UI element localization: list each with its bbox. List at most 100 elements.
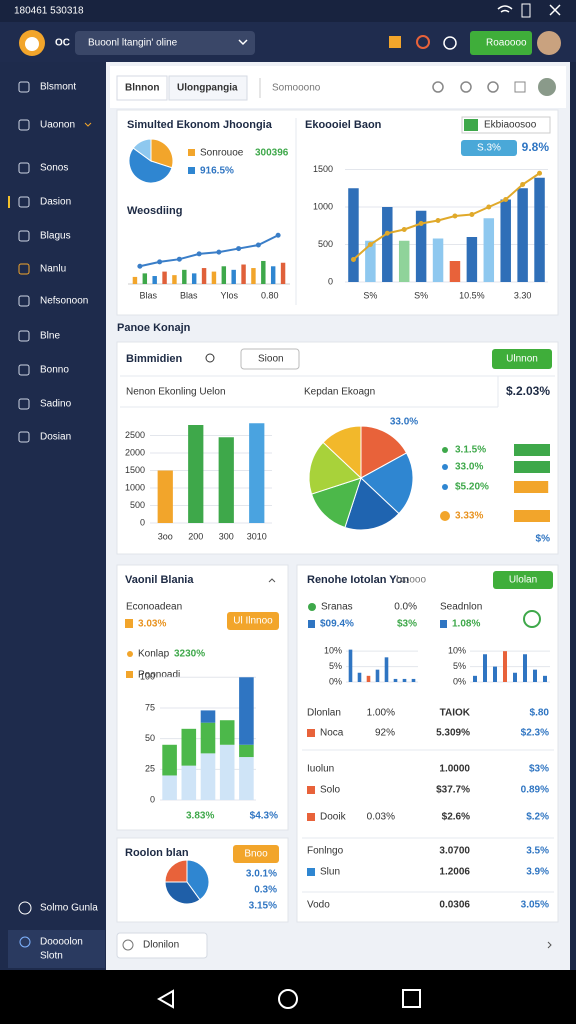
value: 1.08% (452, 619, 480, 630)
marker (126, 671, 133, 678)
search[interactable]: Somooono (272, 83, 321, 94)
bar (241, 264, 246, 284)
bar (503, 651, 507, 682)
nav-item[interactable]: Blne (40, 331, 60, 342)
value: 3.0.1% (246, 869, 277, 880)
bar (172, 275, 177, 284)
sidebar-footer[interactable]: Solmo Gunla (40, 903, 98, 914)
point (236, 246, 242, 252)
button[interactable] (233, 845, 279, 863)
account[interactable] (8, 930, 105, 968)
pie-slice (360, 452, 414, 515)
account-name: Doooolon (40, 937, 83, 948)
close-icon[interactable] (549, 4, 561, 16)
marker (125, 619, 133, 628)
point (520, 182, 526, 187)
legend-value: 300396 (255, 148, 289, 159)
card-title: Simulted Ekonom Jhoongia (127, 119, 273, 131)
toggle[interactable] (461, 116, 551, 134)
nav-item[interactable]: Sonos (40, 163, 68, 174)
wifi-icon (497, 5, 513, 13)
dropdown[interactable] (75, 31, 255, 55)
bar (188, 425, 204, 523)
icon[interactable] (389, 36, 401, 48)
bar (523, 654, 527, 682)
row-label: Dooik (320, 812, 347, 823)
legend-label: 916.5% (200, 166, 234, 177)
icon[interactable] (460, 81, 472, 93)
tab[interactable] (168, 75, 248, 101)
nav-item[interactable]: Sadino (40, 399, 72, 410)
nav-item[interactable]: Blagus (40, 231, 71, 242)
y-tick-label: 2500 (125, 430, 145, 440)
y-tick-label: 10% (448, 646, 466, 656)
row-marker (307, 813, 315, 821)
row-cell: 5.309% (436, 728, 470, 739)
stacked-bar (200, 753, 216, 800)
value: 0.0% (394, 602, 417, 613)
y-tick-label: 0 (140, 517, 145, 527)
row-cell: $.2% (526, 812, 549, 823)
icon[interactable] (514, 81, 526, 93)
bar (398, 240, 410, 282)
legend-marker (442, 484, 448, 490)
button[interactable] (493, 571, 553, 589)
nav-item[interactable]: Dasion (40, 197, 71, 208)
row-label: Iuolun (307, 764, 334, 775)
bar (449, 261, 461, 282)
avatar[interactable] (538, 78, 556, 96)
status-bar (0, 0, 576, 22)
icon[interactable] (432, 81, 444, 93)
icon (18, 901, 32, 915)
button[interactable] (492, 349, 552, 369)
value: 3.15% (249, 901, 277, 912)
row-cell: $.80 (530, 708, 550, 719)
card-subtitle: Weosdiing (127, 205, 182, 217)
nav-item[interactable]: Dosian (40, 432, 71, 443)
pie-slice (150, 138, 174, 169)
icon[interactable] (416, 35, 430, 49)
x-tick-label: Ylos (220, 290, 238, 300)
icon[interactable] (487, 81, 499, 93)
icon[interactable] (443, 36, 457, 50)
footer-value: $4.3% (250, 811, 278, 822)
row-cell: $2.3% (521, 728, 549, 739)
y-tick-label: 1500 (125, 465, 145, 475)
legend-label: 3.33% (455, 511, 483, 522)
dropdown[interactable] (240, 348, 300, 370)
bar (251, 268, 256, 284)
nav-item[interactable]: Blsmont (40, 82, 76, 93)
nav-back[interactable] (156, 989, 174, 1009)
icon (523, 610, 541, 628)
nav-bar (0, 970, 576, 1024)
caret[interactable] (268, 578, 276, 583)
bar (270, 266, 276, 284)
chevron[interactable] (547, 941, 552, 949)
card-title: Roolon blan (125, 847, 189, 859)
nav-home[interactable] (278, 989, 298, 1009)
row-label: Dlonlan (307, 708, 341, 719)
x-tick-label: Blas (180, 290, 198, 300)
nav-recent[interactable] (402, 989, 421, 1008)
bar (365, 240, 376, 282)
pie-slice (164, 881, 201, 905)
card (296, 564, 559, 923)
y-tick-label: 1500 (313, 164, 333, 174)
top-button[interactable] (470, 31, 532, 55)
bar (366, 675, 371, 682)
active-indicator (8, 196, 10, 208)
row-marker (307, 729, 315, 737)
line (139, 234, 279, 268)
nav-item[interactable]: Uaonon (40, 120, 75, 131)
stacked-bar (219, 744, 235, 800)
footer-button[interactable] (116, 932, 208, 959)
y-tick-label: 100 (140, 672, 155, 682)
nav-item[interactable]: Nanlu (40, 264, 66, 275)
row-cell: 3.0700 (439, 846, 470, 857)
tab[interactable] (116, 75, 168, 101)
nav-item[interactable]: Bonno (40, 365, 69, 376)
point (537, 170, 543, 176)
nav-item[interactable]: Nefsonoon (40, 296, 88, 307)
button[interactable] (227, 612, 279, 630)
user-avatar[interactable] (537, 31, 561, 55)
